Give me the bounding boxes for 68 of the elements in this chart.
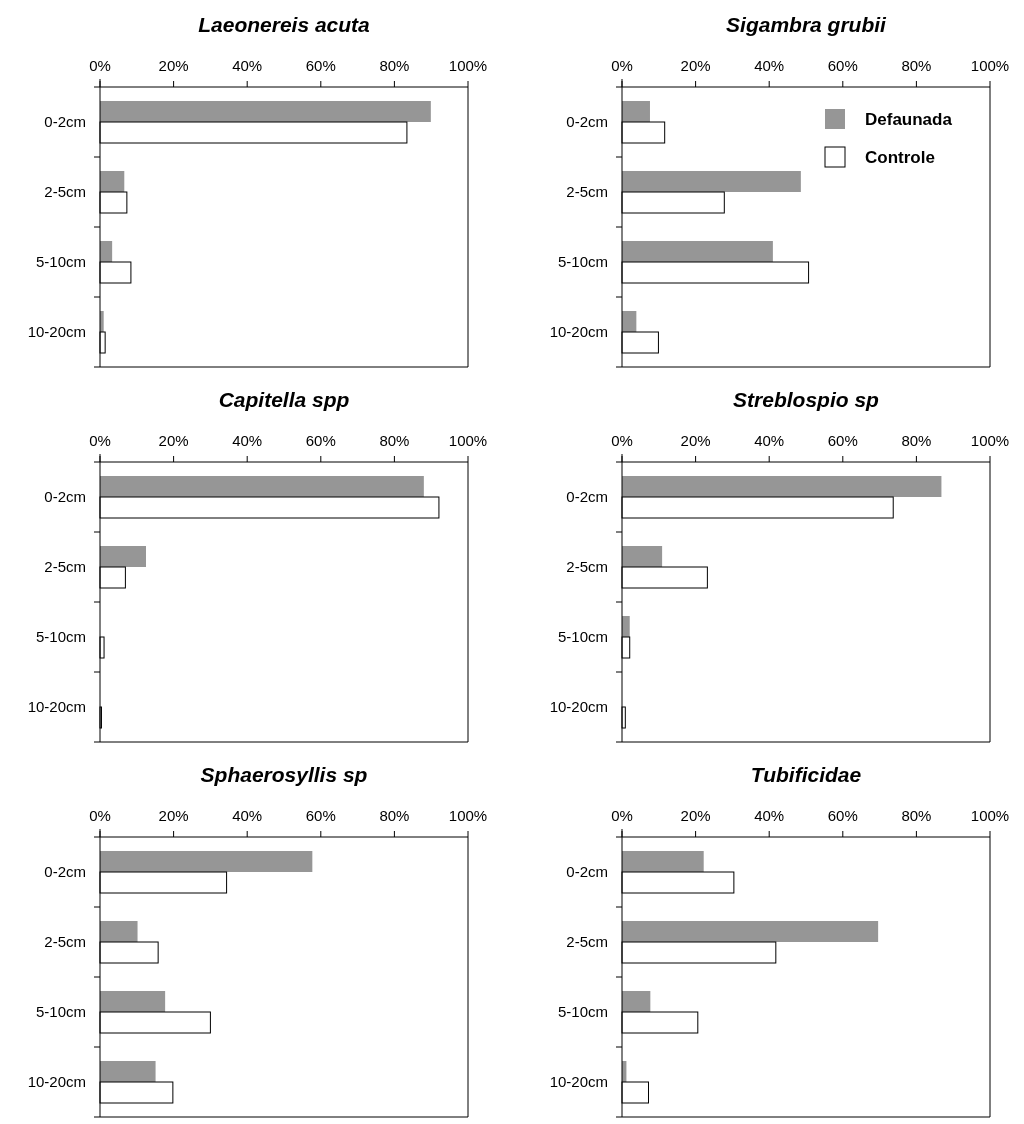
chart-title: Streblospio sp bbox=[733, 388, 880, 411]
x-tick-label: 20% bbox=[680, 57, 711, 74]
x-tick-label: 80% bbox=[379, 432, 410, 449]
y-tick-label: 2-5cm bbox=[44, 558, 86, 575]
x-tick-label: 40% bbox=[754, 807, 785, 824]
x-tick-label: 60% bbox=[827, 57, 858, 74]
x-tick-label: 0% bbox=[611, 57, 633, 74]
y-tick-label: 5-10cm bbox=[557, 253, 608, 270]
x-tick-label: 100% bbox=[448, 807, 488, 824]
x-tick-label: 60% bbox=[827, 807, 858, 824]
x-tick-label: 60% bbox=[305, 57, 336, 74]
y-tick-label: 0-2cm bbox=[44, 863, 86, 880]
legend-label: Defaunada bbox=[865, 110, 953, 129]
x-tick-label: 80% bbox=[901, 807, 932, 824]
x-tick-label: 0% bbox=[89, 807, 111, 824]
chart-title: Sphaerosyllis sp bbox=[200, 763, 368, 786]
x-tick-label: 100% bbox=[448, 57, 488, 74]
x-tick-label: 20% bbox=[158, 432, 189, 449]
y-tick-label: 5-10cm bbox=[35, 628, 86, 645]
chart-title: Sigambra grubii bbox=[726, 13, 888, 36]
x-tick-label: 20% bbox=[680, 432, 711, 449]
y-tick-label: 10-20cm bbox=[27, 323, 86, 340]
x-tick-label: 100% bbox=[970, 432, 1010, 449]
y-tick-label: 2-5cm bbox=[566, 183, 608, 200]
x-tick-label: 40% bbox=[232, 432, 263, 449]
y-tick-label: 0-2cm bbox=[566, 863, 608, 880]
x-tick-label: 0% bbox=[89, 432, 111, 449]
x-tick-label: 60% bbox=[305, 807, 336, 824]
y-tick-label: 5-10cm bbox=[35, 1003, 86, 1020]
x-tick-label: 20% bbox=[158, 57, 189, 74]
y-tick-label: 10-20cm bbox=[549, 1073, 608, 1090]
x-tick-label: 0% bbox=[89, 57, 111, 74]
x-tick-label: 100% bbox=[970, 807, 1010, 824]
x-tick-label: 100% bbox=[448, 432, 488, 449]
x-tick-label: 80% bbox=[901, 432, 932, 449]
y-tick-label: 0-2cm bbox=[566, 113, 608, 130]
x-tick-label: 40% bbox=[754, 432, 785, 449]
legend-label: Controle bbox=[865, 148, 935, 167]
y-tick-label: 5-10cm bbox=[557, 628, 608, 645]
x-tick-label: 60% bbox=[305, 432, 336, 449]
x-tick-label: 80% bbox=[901, 57, 932, 74]
y-tick-label: 5-10cm bbox=[35, 253, 86, 270]
x-tick-label: 80% bbox=[379, 57, 410, 74]
y-tick-label: 5-10cm bbox=[557, 1003, 608, 1020]
x-tick-label: 80% bbox=[379, 807, 410, 824]
x-tick-label: 0% bbox=[611, 807, 633, 824]
chart-title: Capitella spp bbox=[218, 388, 350, 411]
x-tick-label: 0% bbox=[611, 432, 633, 449]
y-tick-label: 10-20cm bbox=[549, 698, 608, 715]
y-tick-label: 10-20cm bbox=[27, 1073, 86, 1090]
y-tick-label: 2-5cm bbox=[44, 183, 86, 200]
y-tick-label: 10-20cm bbox=[549, 323, 608, 340]
x-tick-label: 100% bbox=[970, 57, 1010, 74]
y-tick-label: 0-2cm bbox=[566, 488, 608, 505]
chart-title: Tubificidae bbox=[750, 763, 862, 786]
x-tick-label: 60% bbox=[827, 432, 858, 449]
y-tick-label: 2-5cm bbox=[566, 558, 608, 575]
y-tick-label: 10-20cm bbox=[27, 698, 86, 715]
y-tick-label: 2-5cm bbox=[566, 933, 608, 950]
y-tick-label: 2-5cm bbox=[44, 933, 86, 950]
x-tick-label: 40% bbox=[232, 57, 263, 74]
x-tick-label: 20% bbox=[158, 807, 189, 824]
chart-title: Laeonereis acuta bbox=[198, 13, 371, 36]
x-tick-label: 20% bbox=[680, 807, 711, 824]
y-tick-label: 0-2cm bbox=[44, 113, 86, 130]
x-tick-label: 40% bbox=[754, 57, 785, 74]
y-tick-label: 0-2cm bbox=[44, 488, 86, 505]
x-tick-label: 40% bbox=[232, 807, 263, 824]
